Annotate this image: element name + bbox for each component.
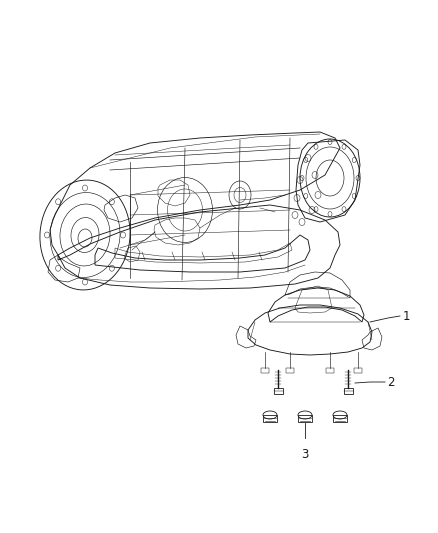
Text: 1: 1 <box>403 310 410 322</box>
Text: 3: 3 <box>301 448 309 461</box>
Text: 2: 2 <box>387 376 395 389</box>
